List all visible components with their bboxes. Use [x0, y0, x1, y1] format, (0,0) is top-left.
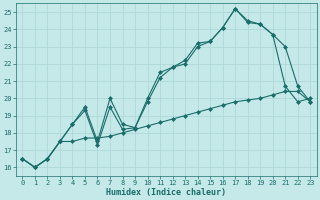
X-axis label: Humidex (Indice chaleur): Humidex (Indice chaleur)	[106, 188, 226, 197]
